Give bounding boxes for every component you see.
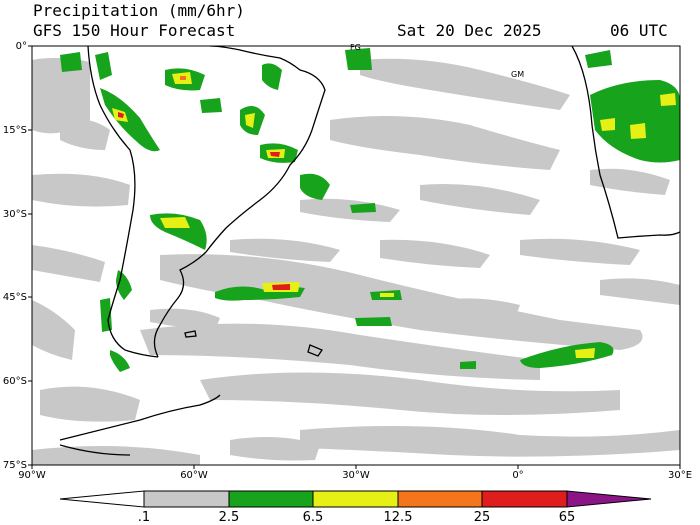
place-label-fg: FG xyxy=(350,43,361,52)
valid-date: Sat 20 Dec 2025 xyxy=(397,21,542,40)
heavy-precip-layer xyxy=(60,48,680,372)
lat-label-30s: 30°S xyxy=(3,209,27,220)
lat-label-45s: 45°S xyxy=(3,292,27,303)
lon-label-30e: 30°E xyxy=(668,470,692,481)
colorbar xyxy=(59,490,652,508)
model-forecast-label: GFS 150 Hour Forecast xyxy=(33,21,236,40)
light-precip-layer xyxy=(32,57,680,465)
colorbar-segment-yellow xyxy=(312,490,399,508)
colorbar-segment-purple xyxy=(566,490,652,508)
lon-label-90w: 90°W xyxy=(18,470,46,481)
colorbar-segment-white xyxy=(59,490,145,508)
coastline-layer xyxy=(59,46,680,456)
colorbar-label-12-5: 12.5 xyxy=(384,510,413,525)
colorbar-label-25: 25 xyxy=(474,510,491,525)
colorbar-label-0-1: .1 xyxy=(138,510,150,525)
lon-label-60w: 60°W xyxy=(180,470,208,481)
lon-label-30w: 30°W xyxy=(342,470,370,481)
lat-label-60s: 60°S xyxy=(3,376,27,387)
map-title: Precipitation (mm/6hr) xyxy=(33,1,245,20)
colorbar-label-2-5: 2.5 xyxy=(219,510,240,525)
lat-label-0: 0° xyxy=(16,41,27,52)
colorbar-segment-orange xyxy=(397,490,483,508)
lat-label-15s: 15°S xyxy=(3,125,27,136)
colorbar-label-65: 65 xyxy=(559,510,576,525)
lon-label-0: 0° xyxy=(512,470,523,481)
valid-time: 06 UTC xyxy=(610,21,668,40)
latitude-axis xyxy=(28,45,32,466)
longitude-axis xyxy=(31,465,681,469)
lat-label-75s: 75°S xyxy=(3,460,27,471)
place-label-gm: GM xyxy=(511,70,524,79)
colorbar-segment-grey xyxy=(143,490,230,508)
colorbar-segment-red xyxy=(481,490,568,508)
colorbar-label-6-5: 6.5 xyxy=(303,510,324,525)
colorbar-segment-green xyxy=(228,490,314,508)
